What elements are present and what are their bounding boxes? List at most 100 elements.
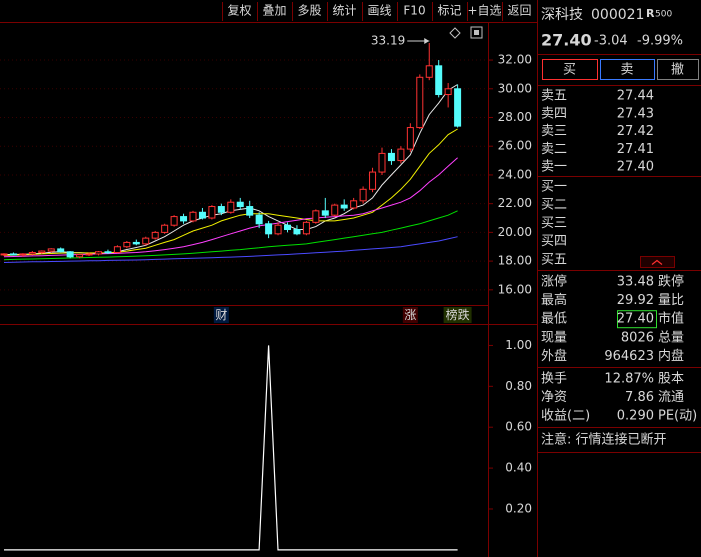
ask-label: 卖一: [541, 160, 567, 175]
stock-name: 深科技: [541, 7, 583, 23]
moving-average-line: [3, 128, 458, 256]
trade-button-frame: [600, 59, 655, 80]
stat-label: 总量: [658, 330, 684, 345]
y-tick-label: 16.00: [498, 282, 532, 296]
ask-label: 卖三: [541, 124, 567, 139]
bid-label: 买五: [541, 252, 567, 267]
candle-body: [284, 224, 291, 231]
ask-label: 卖四: [541, 106, 567, 121]
stat-value: 8026: [621, 330, 654, 345]
trade-button[interactable]: 卖: [620, 63, 633, 78]
expand-button[interactable]: [640, 256, 675, 268]
toolbar-button[interactable]: F10: [403, 4, 425, 18]
price-change: -3.04: [594, 34, 628, 49]
event-marker[interactable]: 财: [215, 308, 227, 322]
candle-body: [66, 251, 74, 258]
candle-body: [321, 210, 329, 216]
candle-body: [217, 206, 225, 213]
candle-body: [293, 229, 301, 235]
expand-arrow: [651, 259, 663, 265]
toolbar-button[interactable]: 返回: [507, 4, 531, 18]
candle-body: [265, 223, 273, 235]
stat-label: 市值: [658, 311, 684, 327]
candle-body: [331, 204, 339, 216]
toolbar-button[interactable]: 统计: [332, 4, 356, 18]
stock-tag: R: [646, 7, 655, 20]
candle-body: [340, 204, 348, 209]
candle-body: [132, 241, 140, 245]
trade-button-frame: [657, 59, 699, 80]
toolbar-button[interactable]: 复权: [227, 4, 251, 18]
ask-price: 27.42: [617, 124, 654, 139]
stock-code: 000021: [591, 7, 644, 23]
stat-value: 7.86: [625, 390, 654, 405]
stat-value-frame: [617, 310, 657, 329]
candle-body: [302, 221, 310, 235]
bid-label: 买三: [541, 216, 567, 231]
candle-body: [151, 231, 159, 239]
trade-button[interactable]: 撤: [671, 62, 684, 78]
y-tick-label: 20.00: [498, 225, 532, 239]
candle-body: [123, 241, 131, 248]
candle-body: [161, 224, 169, 233]
candle-body: [397, 148, 405, 162]
y-tick-label: 28.00: [498, 110, 532, 124]
stat-label: 外盘: [541, 348, 567, 364]
candle-body: [0, 253, 8, 256]
trade-button[interactable]: 买: [563, 63, 576, 78]
bid-label: 买四: [541, 234, 567, 249]
trade-button-frame: [542, 59, 598, 80]
stat-value: 0.290: [617, 409, 654, 424]
stat-label: 内盘: [658, 348, 684, 364]
toolbar-button[interactable]: 画线: [367, 4, 391, 18]
stat-label: 最低: [541, 312, 567, 327]
toolbar-button[interactable]: 多股: [297, 4, 321, 18]
y-tick-label: 0.60: [505, 420, 532, 434]
toolbar-button[interactable]: +自选: [467, 4, 501, 18]
stat-value: 964623: [604, 349, 654, 364]
y-tick-label: 0.80: [505, 379, 532, 393]
toolbar-button[interactable]: 标记: [437, 4, 461, 18]
ask-price: 27.41: [617, 142, 654, 157]
ask-price: 27.43: [617, 106, 654, 121]
y-tick-label: 0.40: [505, 461, 532, 475]
candle-body: [47, 248, 55, 252]
bid-label: 买一: [541, 180, 567, 195]
event-marker[interactable]: 涨: [404, 307, 416, 322]
candle-body: [170, 216, 178, 226]
candle-body: [208, 206, 216, 219]
ask-label: 卖二: [541, 142, 567, 157]
moving-average-line: [3, 236, 458, 263]
candle-body: [425, 65, 433, 78]
candle-body: [180, 216, 188, 222]
candle-body: [369, 171, 377, 190]
candle-body: [57, 248, 65, 253]
candle-body: [350, 200, 358, 209]
y-tick-label: 30.00: [498, 81, 532, 95]
stat-label: 量比: [658, 293, 684, 308]
candle-body: [189, 211, 197, 222]
stat-value: 12.87%: [604, 372, 654, 387]
candle-body: [454, 88, 462, 127]
stat-value: 27.40: [617, 312, 654, 327]
event-marker[interactable]: 榜跌: [446, 307, 470, 322]
candle-body: [28, 251, 36, 255]
stat-label: 流通: [658, 390, 684, 405]
stat-label: 换手: [541, 372, 567, 387]
candle-body: [255, 214, 263, 225]
toolbar-button[interactable]: 叠加: [262, 4, 286, 18]
candle-body: [246, 206, 254, 216]
window-icon[interactable]: [470, 26, 483, 39]
y-tick-label: 22.00: [498, 196, 532, 210]
ask-price: 27.40: [617, 160, 654, 175]
y-tick-label: 26.00: [498, 139, 532, 153]
candle-body: [227, 201, 235, 213]
candle-body: [19, 253, 27, 256]
candle-body: [435, 65, 443, 96]
diamond-icon[interactable]: [449, 27, 461, 39]
stat-label: 股本: [658, 372, 684, 387]
stat-value: 33.48: [617, 275, 654, 290]
stat-label: 跌停: [658, 274, 684, 290]
event-marker-bg: [402, 307, 418, 323]
